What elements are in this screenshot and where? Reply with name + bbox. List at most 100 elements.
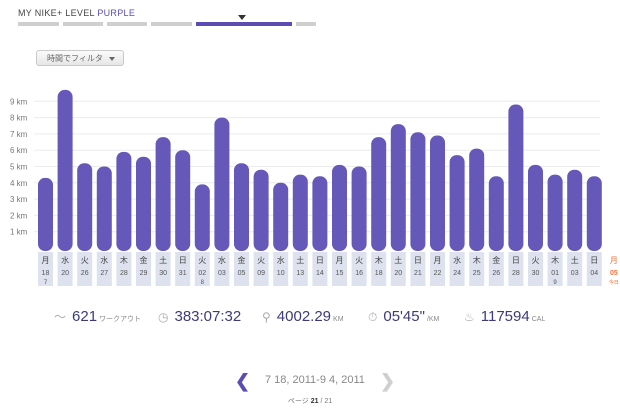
x-day-label: 火 bbox=[81, 256, 89, 265]
bar-label-box bbox=[586, 252, 602, 286]
x-month-label: 9 bbox=[553, 280, 557, 286]
x-day-label: 土 bbox=[159, 255, 167, 265]
bar bbox=[449, 155, 465, 251]
bar bbox=[371, 137, 387, 251]
today-note-label: 今日 bbox=[609, 279, 619, 286]
today-date-label: 05 bbox=[610, 270, 618, 277]
x-date-label: 15 bbox=[336, 270, 344, 277]
x-date-label: 25 bbox=[473, 270, 481, 277]
bar bbox=[273, 182, 289, 251]
filter-label: 時間でフィルタ bbox=[47, 54, 103, 63]
bar-label-box bbox=[430, 252, 445, 286]
x-day-label: 月 bbox=[42, 256, 50, 265]
bar-label-box bbox=[136, 252, 151, 286]
bar-label-box bbox=[273, 252, 289, 286]
bar bbox=[194, 184, 210, 251]
bar bbox=[508, 104, 524, 251]
x-day-label: 水 bbox=[453, 255, 461, 265]
x-day-label: 木 bbox=[375, 255, 383, 265]
y-tick-label: 3 km bbox=[10, 195, 28, 204]
date-range: 7 18, 2011-9 4, 2011 bbox=[265, 374, 365, 386]
bar bbox=[488, 176, 504, 251]
next-page-icon[interactable]: ❯ bbox=[380, 371, 396, 391]
bar-label-box bbox=[488, 252, 504, 286]
x-date-label: 28 bbox=[120, 270, 128, 277]
x-day-label: 火 bbox=[257, 256, 265, 265]
x-month-label: 8 bbox=[201, 280, 205, 286]
y-tick-label: 6 km bbox=[10, 146, 28, 155]
workouts-unit: ワークアウト bbox=[99, 316, 142, 323]
filter-by-time-button[interactable]: 時間でフィルタ bbox=[36, 50, 124, 66]
bar-label-box bbox=[410, 252, 426, 286]
bar-label-box bbox=[292, 252, 308, 286]
stat-duration: ◷ 383:07:32 bbox=[158, 308, 241, 334]
x-day-label: 土 bbox=[394, 255, 402, 265]
bar-label-box bbox=[449, 252, 465, 286]
bar-label-box bbox=[155, 252, 171, 286]
x-date-label: 02 bbox=[198, 270, 206, 277]
bar bbox=[136, 156, 151, 251]
bar bbox=[332, 164, 347, 251]
distance-chart: 1 km 2 km 3 km 4 km 5 km 6 km 7 km 8 km 9 km 月 18 7… bbox=[10, 89, 619, 286]
bar bbox=[96, 166, 112, 251]
x-date-label: 26 bbox=[492, 270, 500, 277]
bar-label-box bbox=[567, 252, 583, 286]
level-segment bbox=[63, 22, 103, 26]
x-day-label: 日 bbox=[316, 256, 324, 265]
level-marker-icon bbox=[238, 15, 246, 20]
x-day-label: 月 bbox=[336, 256, 344, 265]
total-pages: 21 bbox=[324, 398, 333, 405]
level-name: PURPLE bbox=[97, 8, 136, 18]
distance-value: 4002.29 bbox=[276, 308, 332, 325]
x-date-label: 18 bbox=[375, 270, 383, 277]
bar bbox=[390, 124, 406, 251]
x-date-label: 31 bbox=[179, 270, 187, 277]
previous-page-icon[interactable]: ❮ bbox=[235, 371, 251, 391]
clock-icon: ◷ bbox=[158, 310, 169, 324]
x-date-label: 16 bbox=[355, 270, 363, 277]
bar-label-box bbox=[57, 252, 73, 286]
pace-value: 05'45" bbox=[383, 308, 425, 325]
pace-unit: /KM bbox=[426, 316, 440, 323]
summary-stats: 〜 621 ワークアウト ◷ 383:07:32 ⚲ 4002.29 KM ⏱ … bbox=[0, 308, 620, 334]
stat-distance: ⚲ 4002.29 KM bbox=[262, 308, 344, 334]
bar bbox=[528, 164, 543, 251]
bar-label-box bbox=[194, 252, 210, 286]
duration-value: 383:07:32 bbox=[174, 308, 242, 325]
calories-unit: CAL bbox=[531, 316, 546, 323]
x-day-label: 木 bbox=[473, 255, 481, 265]
x-day-label: 水 bbox=[277, 255, 285, 265]
distance-unit: KM bbox=[333, 316, 344, 323]
y-tick-label: 2 km bbox=[10, 211, 28, 220]
x-date-label: 28 bbox=[512, 270, 520, 277]
x-date-label: 01 bbox=[551, 270, 559, 277]
bar-label-box bbox=[312, 252, 328, 286]
bar bbox=[253, 169, 269, 251]
bar bbox=[410, 132, 426, 251]
stat-pace: ⏱ 05'45" /KM bbox=[368, 308, 439, 334]
x-date-label: 30 bbox=[159, 270, 167, 277]
level-segment bbox=[18, 22, 59, 26]
x-day-label: 火 bbox=[532, 256, 540, 265]
y-tick-label: 9 km bbox=[10, 97, 28, 106]
bar bbox=[547, 174, 563, 251]
x-day-label: 木 bbox=[551, 255, 559, 265]
location-pin-icon: ⚲ bbox=[262, 310, 271, 324]
x-date-label: 03 bbox=[218, 270, 226, 277]
x-date-label: 29 bbox=[140, 270, 148, 277]
bar bbox=[77, 163, 93, 251]
x-day-label: 日 bbox=[590, 256, 598, 265]
x-date-label: 20 bbox=[394, 270, 402, 277]
y-tick-label: 7 km bbox=[10, 130, 28, 139]
x-date-label: 14 bbox=[316, 270, 324, 277]
bar bbox=[175, 150, 191, 251]
x-day-label: 日 bbox=[512, 256, 520, 265]
bar-label-box bbox=[371, 252, 387, 286]
y-tick-label: 4 km bbox=[10, 179, 28, 188]
bar bbox=[586, 176, 602, 251]
bar-label-box bbox=[234, 252, 249, 286]
x-day-label: 金 bbox=[492, 255, 500, 265]
bar-label-box bbox=[508, 252, 524, 286]
bar bbox=[312, 176, 328, 251]
x-date-label: 30 bbox=[532, 270, 540, 277]
